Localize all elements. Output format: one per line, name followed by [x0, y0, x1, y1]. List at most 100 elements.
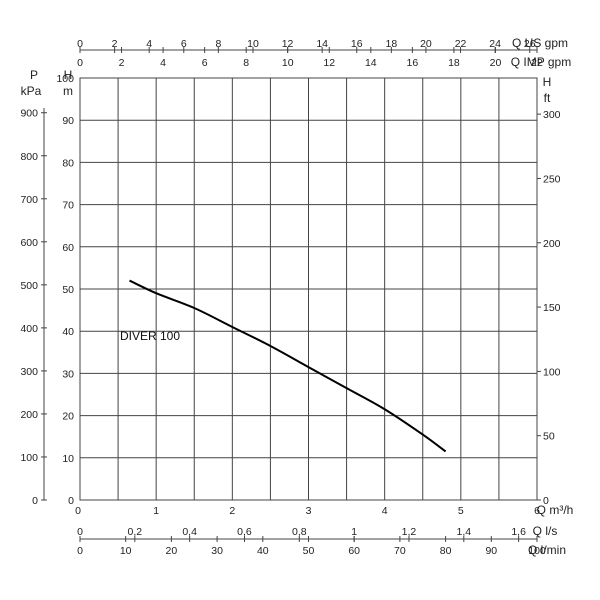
y-tick-label-m: 60 — [62, 242, 74, 254]
y-tick-label-ft: 250 — [543, 173, 561, 185]
x-us-gpm-tick-label: 22 — [455, 38, 467, 50]
y-axis-unit-m: m — [63, 84, 73, 98]
x-lmin-tick-label: 10 — [120, 545, 132, 557]
curve-diver-100 — [129, 279, 447, 453]
y-tick-label-m: 80 — [62, 157, 74, 169]
y-axis-title-h: H — [64, 68, 73, 82]
x-us-gpm-tick-label: 24 — [489, 38, 501, 50]
y-axis-title-p: P — [30, 68, 38, 82]
x-ls-tick-label: 0 — [77, 526, 83, 538]
x-us-gpm-tick-label: 14 — [316, 38, 328, 50]
series-layer — [129, 279, 447, 453]
x-us-gpm-title: Q US gpm — [512, 36, 568, 50]
x-lmin-tick-label: 70 — [394, 545, 406, 557]
y-tick-label-ft: 100 — [543, 366, 561, 378]
x-imp-gpm-tick-label: 10 — [282, 57, 294, 69]
x-us-gpm-tick-label: 18 — [386, 38, 398, 50]
x-ls-tick-label: 1,4 — [456, 526, 471, 538]
curve-label-diver-100: DIVER 100 — [120, 329, 180, 343]
y-tick-label-kpa: 900 — [20, 108, 38, 120]
y-tick-label-m: 90 — [62, 115, 74, 127]
x-us-gpm-tick-label: 6 — [181, 38, 187, 50]
x-lmin-tick-label: 50 — [303, 545, 315, 557]
y-tick-label-kpa: 800 — [20, 151, 38, 163]
y-tick-label-m: 10 — [62, 453, 74, 465]
x-lmin-tick-label: 80 — [440, 545, 452, 557]
x-us-gpm-tick-label: 10 — [247, 38, 259, 50]
x-lmin-tick-label: 20 — [166, 545, 178, 557]
x-axis-title-m3h: Q m³/h — [537, 503, 574, 517]
axes: 0 1 2 3 4 5 6Q m³/h0 2 4 6 8 10 12 14 16 18 20 22 24 26Q US… — [20, 36, 573, 557]
x-ls-title: Q l/s — [533, 524, 558, 538]
x-ls-tick-label: 0,6 — [237, 526, 252, 538]
y-tick-label-m: 20 — [62, 411, 74, 423]
x-imp-gpm-tick-label: 22 — [531, 57, 543, 69]
x-tick-label-m3h: 5 — [458, 505, 464, 517]
x-us-gpm-tick-label: 12 — [282, 38, 294, 50]
x-us-gpm-tick-label: 4 — [146, 38, 152, 50]
x-imp-gpm-tick-label: 6 — [202, 57, 208, 69]
x-lmin-tick-label: 100 — [528, 545, 546, 557]
y-tick-label-kpa: 0 — [32, 495, 38, 507]
x-ls-tick-label: 1,2 — [402, 526, 417, 538]
y-tick-label-kpa: 400 — [20, 323, 38, 335]
x-us-gpm-tick-label: 16 — [351, 38, 363, 50]
y-tick-label-kpa: 200 — [20, 409, 38, 421]
x-ls-tick-label: 0,2 — [128, 526, 143, 538]
x-us-gpm-tick-label: 20 — [420, 38, 432, 50]
y-tick-label-ft: 150 — [543, 302, 561, 314]
x-imp-gpm-tick-label: 18 — [448, 57, 460, 69]
x-lmin-title: Q l/min — [528, 543, 566, 557]
x-imp-gpm-tick-label: 20 — [490, 57, 502, 69]
y-tick-label-m: 30 — [62, 368, 74, 380]
y-axis-title-h-ft: H — [543, 75, 552, 89]
y-tick-label-ft: 50 — [543, 431, 555, 443]
y-tick-label-kpa: 300 — [20, 366, 38, 378]
y-tick-label-ft: 200 — [543, 238, 561, 250]
y-axis-unit-kpa: kPa — [21, 84, 42, 98]
x-ls-tick-label: 0,4 — [182, 526, 197, 538]
x-tick-label-m3h: 0 — [75, 505, 81, 517]
x-imp-gpm-tick-label: 8 — [243, 57, 249, 69]
x-imp-gpm-tick-label: 4 — [160, 57, 166, 69]
y-tick-label-kpa: 100 — [20, 452, 38, 464]
x-imp-gpm-tick-label: 12 — [323, 57, 335, 69]
y-tick-label-m: 40 — [62, 326, 74, 338]
x-us-gpm-tick-label: 8 — [215, 38, 221, 50]
x-tick-label-m3h: 2 — [229, 505, 235, 517]
x-us-gpm-tick-label: 26 — [524, 38, 536, 50]
x-lmin-tick-label: 40 — [257, 545, 269, 557]
x-imp-gpm-tick-label: 16 — [407, 57, 419, 69]
y-tick-label-ft: 300 — [543, 109, 561, 121]
x-lmin-tick-label: 30 — [211, 545, 223, 557]
y-tick-label-m: 100 — [56, 73, 74, 85]
y-tick-label-m: 50 — [62, 284, 74, 296]
y-tick-label-kpa: 700 — [20, 194, 38, 206]
x-lmin-tick-label: 60 — [348, 545, 360, 557]
x-imp-gpm-title: Q IMP gpm — [511, 55, 571, 69]
y-tick-label-kpa: 500 — [20, 280, 38, 292]
grid — [79, 77, 538, 501]
y-tick-label-m: 0 — [68, 495, 74, 507]
y-axis-unit-ft: ft — [544, 91, 551, 105]
x-tick-label-m3h: 1 — [153, 505, 159, 517]
x-us-gpm-tick-label: 2 — [112, 38, 118, 50]
x-us-gpm-tick-label: 0 — [77, 38, 83, 50]
labels: DIVER 100 — [120, 329, 180, 343]
y-tick-label-ft: 0 — [543, 495, 549, 507]
x-tick-label-m3h: 3 — [306, 505, 312, 517]
x-imp-gpm-tick-label: 2 — [119, 57, 125, 69]
x-ls-tick-label: 0,8 — [292, 526, 307, 538]
x-lmin-tick-label: 0 — [77, 545, 83, 557]
x-tick-label-m3h: 4 — [382, 505, 388, 517]
x-imp-gpm-tick-label: 0 — [77, 57, 83, 69]
y-tick-label-kpa: 600 — [20, 237, 38, 249]
x-imp-gpm-tick-label: 14 — [365, 57, 377, 69]
x-tick-label-m3h: 6 — [534, 505, 540, 517]
x-ls-tick-label: 1 — [351, 526, 357, 538]
y-tick-label-m: 70 — [62, 200, 74, 212]
x-lmin-tick-label: 90 — [485, 545, 497, 557]
x-ls-tick-label: 1,6 — [511, 526, 526, 538]
